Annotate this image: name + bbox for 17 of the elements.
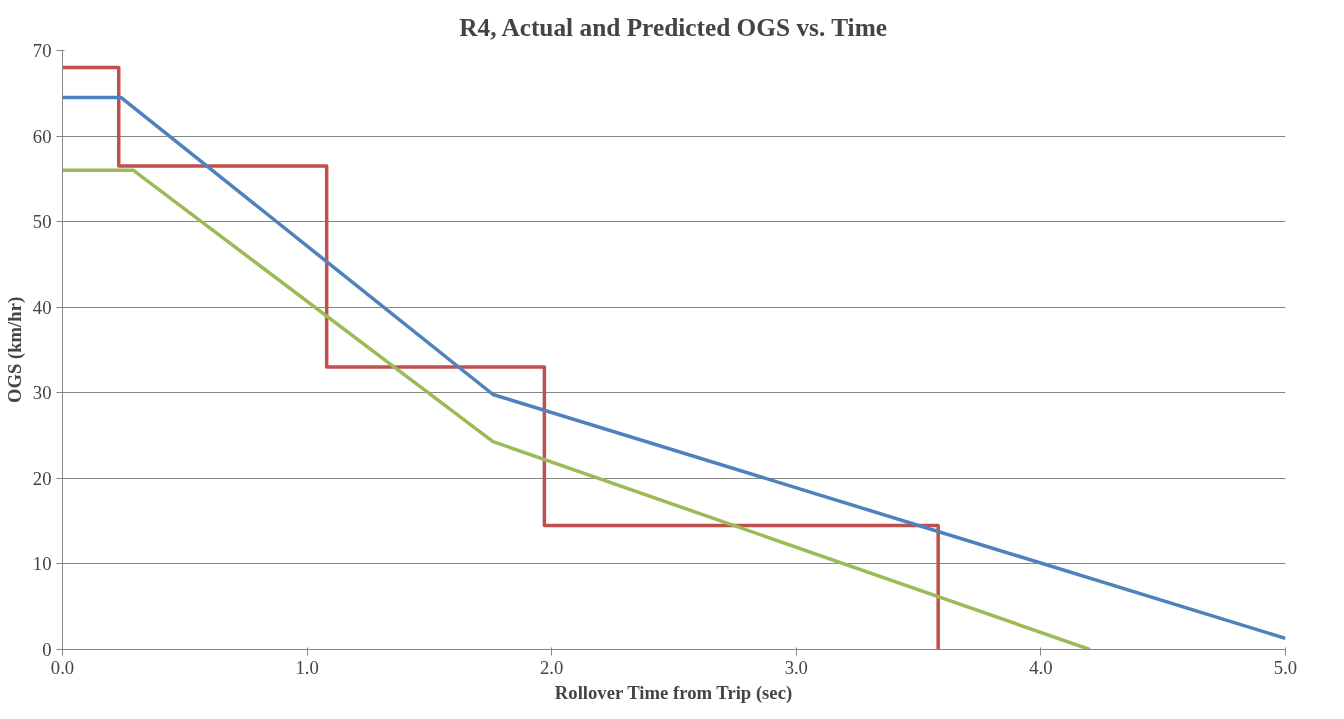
x-tick-label: 3.0 bbox=[784, 656, 808, 678]
y-tick-label: 70 bbox=[32, 40, 52, 61]
y-tick-label: 50 bbox=[32, 211, 52, 233]
y-tick-label: 0 bbox=[42, 639, 52, 660]
y-tick-label: 60 bbox=[32, 125, 52, 147]
x-tick-label: 2.0 bbox=[540, 656, 564, 678]
y-tick-label: 40 bbox=[32, 296, 52, 318]
y-tick-label: 10 bbox=[32, 553, 52, 575]
chart-title: R4, Actual and Predicted OGS vs. Time bbox=[459, 12, 887, 41]
x-axis-title: Rollover Time from Trip (sec) bbox=[554, 681, 793, 704]
y-axis-title: OGS (km/hr) bbox=[3, 296, 26, 404]
x-tick-label: 1.0 bbox=[295, 656, 319, 678]
x-tick-label: 0.0 bbox=[50, 656, 75, 678]
x-tick-label: 4.0 bbox=[1029, 656, 1053, 678]
y-tick-label: 30 bbox=[32, 382, 52, 404]
x-tick-label: 5.0 bbox=[1273, 656, 1298, 678]
y-tick-label: 20 bbox=[32, 467, 52, 489]
